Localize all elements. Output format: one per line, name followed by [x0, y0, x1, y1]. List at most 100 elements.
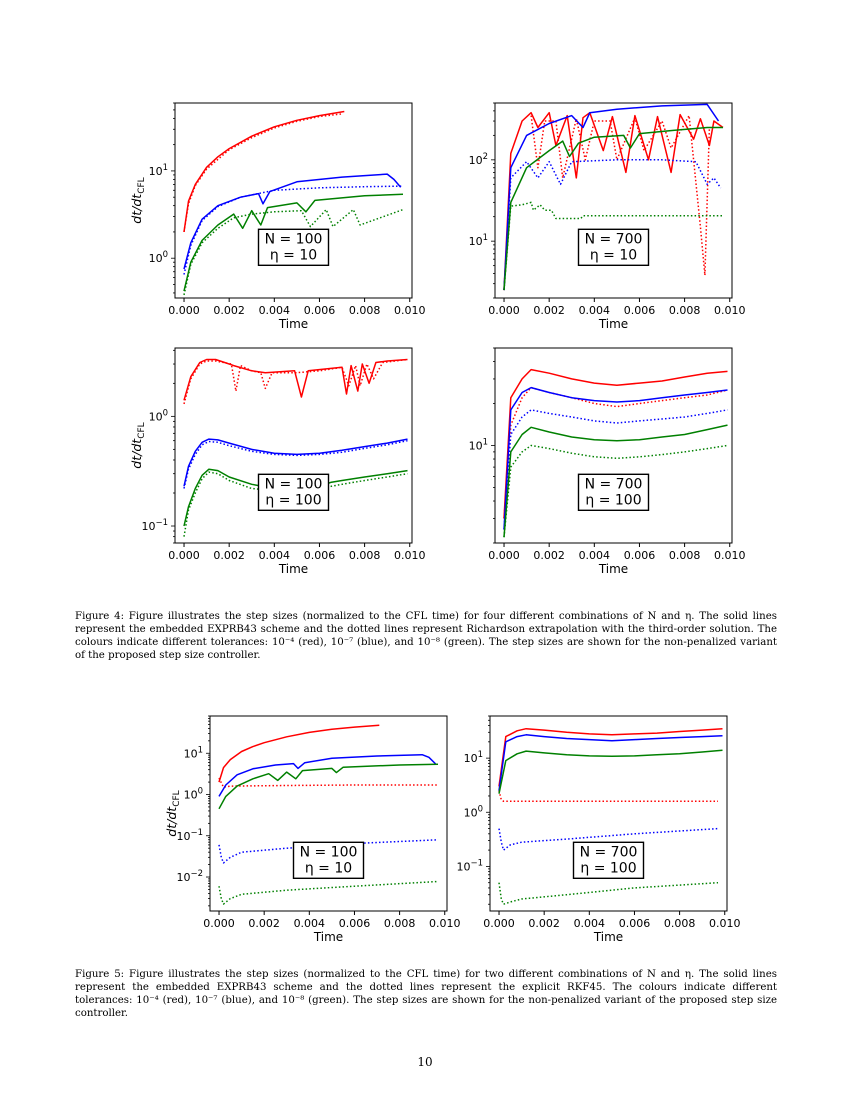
annotation-line: η = 10 [590, 247, 637, 263]
x-tick-label: 0.002 [248, 917, 280, 930]
y-tick-label: 100 [464, 804, 483, 819]
annotation-line: N = 700 [585, 476, 643, 492]
annotation-line: η = 100 [265, 492, 321, 508]
chart-svg: 0.000 0.002 0.004 0.006 0.008 0.010 101 Time N =… [469, 347, 746, 576]
series-green-dotted [183, 471, 408, 537]
series-red-dotted [218, 777, 438, 788]
x-tick-label: 0.004 [579, 304, 611, 317]
x-tick-label: 0.006 [624, 549, 656, 562]
series-red-solid [183, 110, 345, 233]
series-red-dotted [498, 790, 718, 802]
x-tick-label: 0.002 [213, 549, 245, 562]
x-tick-label: 0.006 [339, 917, 371, 930]
x-tick-label: 0.006 [304, 549, 336, 562]
y-tick-label: 10−1 [176, 828, 203, 843]
chart-svg: 0.000 0.002 0.004 0.006 0.008 0.010 10−1 100 Tim… [129, 347, 426, 576]
x-tick-label: 0.002 [533, 304, 565, 317]
series-blue-dotted [503, 159, 722, 291]
y-tick-label: 100 [184, 787, 203, 802]
series-green-solid [183, 193, 404, 292]
x-tick-label: 0.008 [664, 917, 696, 930]
series-blue-solid [183, 438, 408, 487]
series-green-solid [218, 763, 439, 810]
plot-frame [489, 715, 728, 912]
x-tick-label: 0.004 [579, 549, 611, 562]
series-blue-solid [218, 753, 437, 797]
series-green-dotted [218, 880, 439, 905]
chart-svg: 0.000 0.002 0.004 0.006 0.008 0.010 10−1 100 101… [456, 715, 741, 944]
series-red-solid [503, 368, 728, 519]
y-tick-label: 100 [149, 250, 168, 265]
y-tick-label: 100 [149, 408, 168, 423]
y-tick-label: 101 [469, 438, 488, 453]
x-tick-label: 0.000 [203, 917, 235, 930]
x-tick-label: 0.004 [259, 304, 291, 317]
x-tick-label: 0.010 [394, 304, 426, 317]
annotation-box [577, 228, 650, 267]
annotation-line: N = 100 [300, 844, 358, 860]
chart-svg: 0.000 0.002 0.004 0.006 0.008 0.010 10−2 10−1 10… [164, 715, 461, 944]
x-tick-label: 0.000 [488, 304, 520, 317]
fig5-panel-n100-eta10: 0.000 0.002 0.004 0.006 0.008 0.010 10−2 10−1 10… [155, 708, 465, 944]
fig5-panel-n700-eta100: 0.000 0.002 0.004 0.006 0.008 0.010 10−1 100 101… [435, 708, 745, 944]
y-axis-label: dt/dtCFL [129, 422, 147, 468]
fig4-panel-n700-eta100: 0.000 0.002 0.004 0.006 0.008 0.010 101 Time N =… [440, 340, 750, 576]
figure5-caption: Figure 5: Figure illustrates the step si… [75, 969, 777, 1019]
y-tick-label: 101 [184, 745, 203, 760]
y-axis-label: dt/dtCFL [164, 790, 182, 836]
x-tick-label: 0.004 [259, 549, 291, 562]
x-axis-label: Time [278, 562, 308, 576]
series-green-dotted [503, 444, 728, 538]
series-green-dotted [503, 201, 723, 291]
x-tick-label: 0.010 [714, 549, 746, 562]
y-tick-label: 10−2 [176, 869, 203, 884]
series-blue-solid [498, 734, 723, 791]
annotation-box [257, 473, 330, 512]
series-red-dotted [183, 113, 343, 233]
series-blue-dotted [498, 827, 719, 851]
series-red-solid [218, 724, 380, 783]
y-tick-label: 101 [469, 233, 488, 248]
annotation-line: η = 100 [585, 492, 641, 508]
x-tick-label: 0.010 [429, 917, 461, 930]
fig4-panel-n700-eta10: 0.000 0.002 0.004 0.006 0.008 0.010 101 102 Time… [440, 95, 750, 331]
x-tick-label: 0.000 [168, 304, 200, 317]
annotation-box [572, 841, 645, 880]
x-tick-label: 0.008 [669, 304, 701, 317]
x-tick-label: 0.004 [574, 917, 606, 930]
series-red-dotted [503, 386, 728, 519]
series-green-dotted [183, 208, 404, 296]
x-tick-label: 0.010 [709, 917, 741, 930]
x-tick-label: 0.000 [488, 549, 520, 562]
series-blue-solid [503, 386, 728, 530]
figure4-caption: Figure 4: Figure illustrates the step si… [75, 611, 777, 661]
annotation-box [257, 228, 330, 267]
chart-svg: 0.000 0.002 0.004 0.006 0.008 0.010 101 102 Time… [469, 102, 745, 331]
series-green-solid [503, 424, 728, 538]
y-tick-label: 101 [464, 750, 483, 765]
x-axis-label: Time [313, 930, 343, 944]
series-green-solid [503, 126, 723, 291]
plot-frame [174, 102, 413, 299]
x-axis-label: Time [598, 562, 628, 576]
fig4-panel-n100-eta10: 0.000 0.002 0.004 0.006 0.008 0.010 100 101 Time… [120, 95, 430, 331]
x-tick-label: 0.000 [168, 549, 200, 562]
annotation-line: η = 10 [305, 860, 352, 876]
x-tick-label: 0.010 [394, 549, 426, 562]
y-tick-label: 101 [149, 163, 168, 178]
plot-frame [209, 715, 448, 912]
annotation-line: η = 100 [580, 860, 636, 876]
annotation-line: N = 100 [265, 476, 323, 492]
x-tick-label: 0.008 [669, 549, 701, 562]
fig4-panel-n100-eta100: 0.000 0.002 0.004 0.006 0.008 0.010 10−1 100 Tim… [120, 340, 430, 576]
series-red-solid [498, 727, 723, 787]
x-tick-label: 0.008 [349, 549, 381, 562]
x-tick-label: 0.004 [294, 917, 326, 930]
series-red-solid [503, 111, 724, 291]
x-tick-label: 0.006 [304, 304, 336, 317]
page-number: 10 [417, 1055, 433, 1069]
series-green-dotted [498, 881, 719, 905]
annotation-line: N = 700 [580, 844, 638, 860]
y-axis-label: dt/dtCFL [129, 177, 147, 223]
annotation-line: N = 100 [265, 231, 323, 247]
